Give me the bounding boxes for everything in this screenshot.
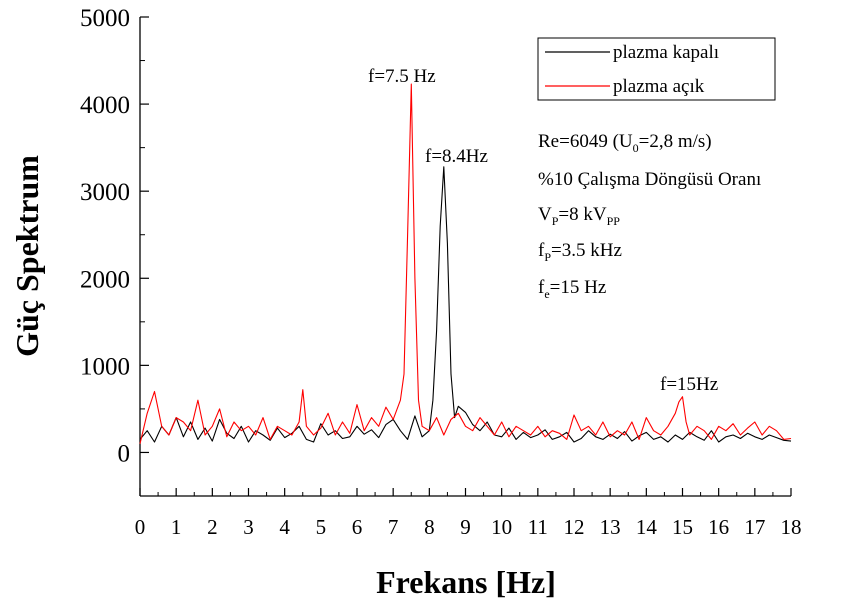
y-tick-label: 0 — [118, 440, 131, 467]
y-tick-label: 3000 — [80, 179, 130, 206]
annotation-peak-15hz: f=15Hz — [660, 374, 718, 395]
y-tick-label: 4000 — [80, 92, 130, 119]
legend: plazma kapalı plazma açık — [537, 37, 776, 101]
x-tick-label: 5 — [316, 515, 327, 539]
x-tick-label: 8 — [424, 515, 435, 539]
x-tick-label: 0 — [135, 515, 146, 539]
x-tick-label: 6 — [352, 515, 363, 539]
x-tick-label: 16 — [708, 515, 729, 539]
legend-box — [537, 37, 776, 101]
x-tick-label: 12 — [564, 515, 585, 539]
series-line-plazma-kapali — [139, 166, 792, 443]
x-tick-label: 18 — [781, 515, 802, 539]
y-axis-title: Güç Spektrum — [9, 155, 45, 357]
x-tick-label: 17 — [744, 515, 765, 539]
x-tick-label: 3 — [243, 515, 254, 539]
x-tick-label: 10 — [491, 515, 512, 539]
excitation-frequency-line: fe=15 Hz — [538, 277, 606, 301]
series-line-plazma-acik — [139, 83, 792, 444]
x-tick-label: 11 — [528, 515, 548, 539]
x-tick-label: 4 — [279, 515, 290, 539]
legend-label-kapali: plazma kapalı — [613, 42, 719, 63]
x-tick-label: 9 — [460, 515, 471, 539]
plasma-frequency-line: fP=3.5 kHz — [538, 240, 622, 264]
x-tick-label: 2 — [207, 515, 218, 539]
x-tick-label: 1 — [171, 515, 182, 539]
experiment-parameters: Re=6049 (U0=2,8 m/s) %10 Çalışma Döngüsü… — [538, 131, 761, 301]
legend-label-acik: plazma açık — [613, 76, 705, 97]
reynolds-line: Re=6049 (U0=2,8 m/s) — [538, 131, 712, 155]
x-tick-label: 14 — [636, 515, 658, 539]
annotation-peak-8-4hz: f=8.4Hz — [425, 146, 488, 167]
annotation-peak-7-5hz: f=7.5 Hz — [368, 66, 436, 87]
x-tick-label: 7 — [388, 515, 399, 539]
y-tick-label: 2000 — [80, 266, 130, 293]
voltage-line: VP=8 kVPP — [538, 204, 620, 228]
x-tick-label: 15 — [672, 515, 693, 539]
x-tick-label: 13 — [600, 515, 621, 539]
duty-cycle-line: %10 Çalışma Döngüsü Oranı — [538, 169, 761, 190]
y-tick-label: 5000 — [80, 5, 130, 32]
x-axis-title: Frekans [Hz] — [376, 564, 556, 600]
y-tick-label: 1000 — [80, 353, 130, 380]
